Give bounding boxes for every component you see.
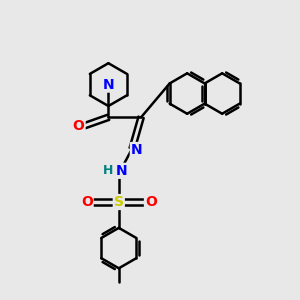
Text: S: S: [114, 195, 124, 209]
Text: O: O: [73, 119, 85, 133]
Text: N: N: [103, 78, 114, 92]
Text: N: N: [116, 164, 128, 178]
Text: N: N: [131, 143, 142, 157]
Text: H: H: [103, 164, 114, 177]
Text: O: O: [81, 195, 93, 209]
Text: O: O: [145, 195, 157, 209]
